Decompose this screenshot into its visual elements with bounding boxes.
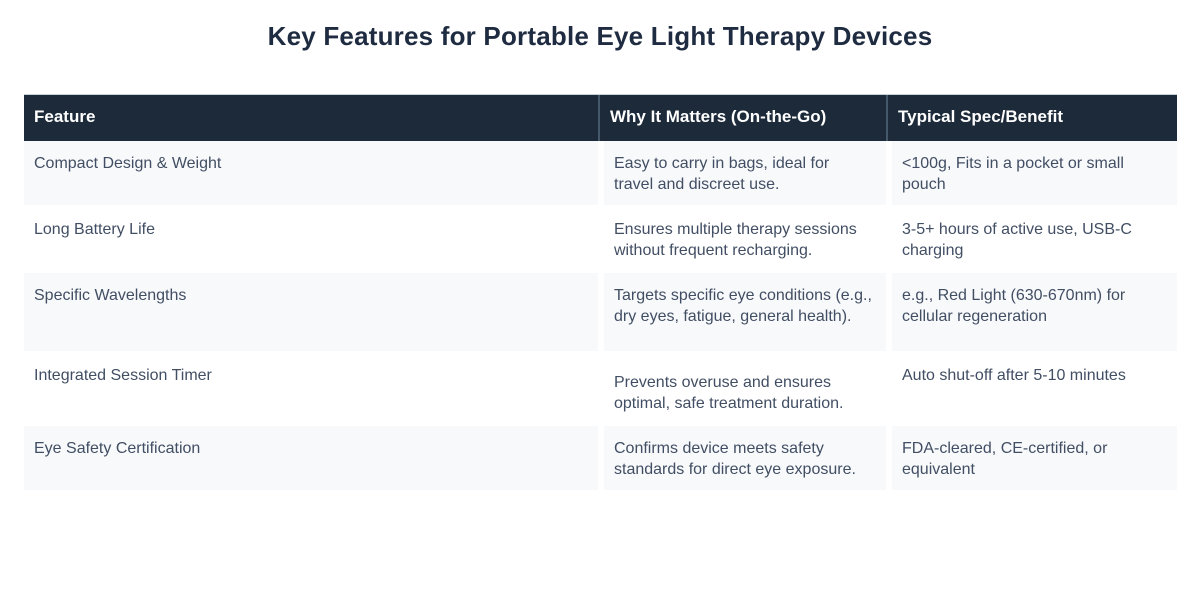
column-header-why-it-matters: Why It Matters (On-the-Go) xyxy=(598,95,886,141)
table-row: Eye Safety Certification Confirms device… xyxy=(24,424,1177,490)
table-row: Integrated Session Timer Prevents overus… xyxy=(24,351,1177,424)
column-header-feature: Feature xyxy=(24,95,598,141)
table-header-row: Feature Why It Matters (On-the-Go) Typic… xyxy=(24,95,1177,141)
why-cell: Ensures multiple therapy sessions withou… xyxy=(598,205,886,271)
features-table: Feature Why It Matters (On-the-Go) Typic… xyxy=(24,94,1177,490)
feature-cell: Long Battery Life xyxy=(24,205,598,271)
features-table-container: Feature Why It Matters (On-the-Go) Typic… xyxy=(24,94,1177,490)
column-header-typical-spec: Typical Spec/Benefit xyxy=(886,95,1177,141)
why-cell: Confirms device meets safety standards f… xyxy=(598,424,886,490)
table-row: Compact Design & Weight Easy to carry in… xyxy=(24,141,1177,205)
table-row: Long Battery Life Ensures multiple thera… xyxy=(24,205,1177,271)
spec-cell: Auto shut-off after 5-10 minutes xyxy=(886,351,1177,424)
spec-cell: e.g., Red Light (630-670nm) for cellular… xyxy=(886,271,1177,351)
table-row: Specific Wavelengths Targets specific ey… xyxy=(24,271,1177,351)
spec-cell: FDA-cleared, CE-certified, or equivalent xyxy=(886,424,1177,490)
feature-cell: Integrated Session Timer xyxy=(24,351,598,424)
why-cell: Targets specific eye conditions (e.g., d… xyxy=(598,271,886,351)
why-cell: Prevents overuse and ensures optimal, sa… xyxy=(598,351,886,424)
why-cell: Easy to carry in bags, ideal for travel … xyxy=(598,141,886,205)
spec-cell: 3-5+ hours of active use, USB-C charging xyxy=(886,205,1177,271)
feature-cell: Compact Design & Weight xyxy=(24,141,598,205)
feature-cell: Specific Wavelengths xyxy=(24,271,598,351)
spec-cell: <100g, Fits in a pocket or small pouch xyxy=(886,141,1177,205)
page-title: Key Features for Portable Eye Light Ther… xyxy=(267,21,933,51)
feature-cell: Eye Safety Certification xyxy=(24,424,598,490)
